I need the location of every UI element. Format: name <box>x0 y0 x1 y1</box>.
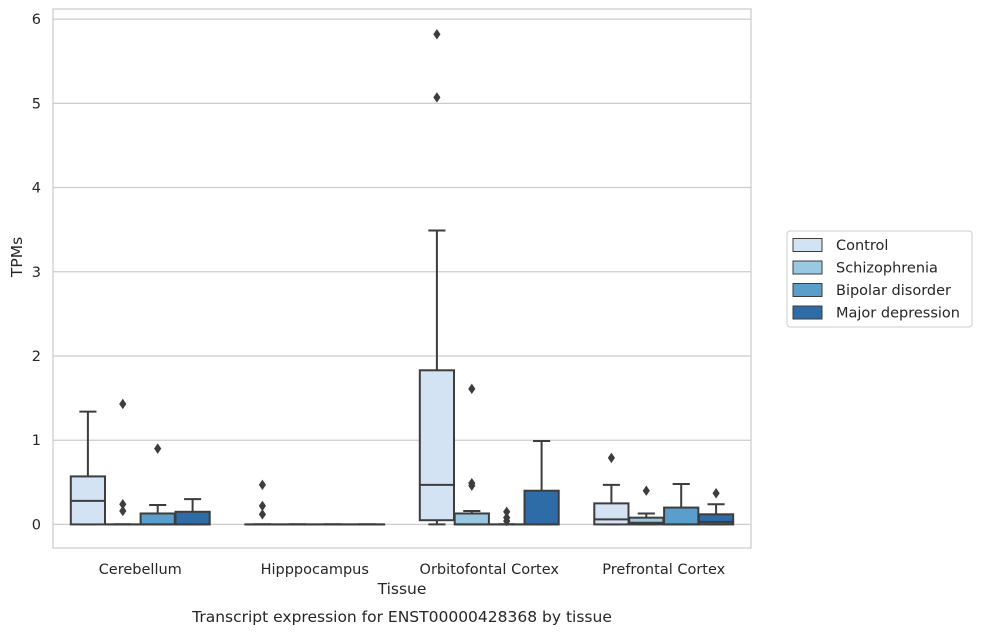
box-3-0 <box>174 498 211 526</box>
x-tick-label: Prefrontal Cortex <box>602 562 725 578</box>
legend-label: Control <box>836 238 888 254</box>
outlier-point <box>258 500 266 512</box>
y-tick-label: 1 <box>32 433 41 449</box>
box-0-0 <box>69 410 107 526</box>
box-body <box>174 510 211 526</box>
y-tick-label: 3 <box>32 265 41 281</box>
x-tick-labels: Cerebellum Hipppocampus Orbitofontal Corte… <box>99 562 726 578</box>
outlier-point <box>154 443 162 454</box>
box-body <box>697 513 735 526</box>
outlier-point <box>258 479 266 491</box>
y-tick-label: 0 <box>32 517 41 533</box>
outlier-point <box>607 452 615 464</box>
box-body <box>593 502 630 526</box>
y-tick-label: 6 <box>32 12 41 28</box>
legend-label: Major depression <box>836 306 960 322</box>
outlier-point <box>258 509 266 520</box>
legend-swatch <box>792 305 823 320</box>
box-body <box>139 512 176 526</box>
x-tick-label: Hipppocampus <box>261 562 369 578</box>
box-body <box>523 489 560 526</box>
outlier-point <box>468 477 476 489</box>
legend-label: Schizophrenia <box>836 261 938 277</box>
outlier-point <box>503 506 511 517</box>
grid-lines <box>53 18 751 526</box>
box-0-3 <box>593 452 630 526</box>
legend: Control Schizophrenia Bipolar disorder Majo… <box>786 230 973 328</box>
x-axis-label: Tissue <box>377 580 427 598</box>
box-1-3 <box>628 485 665 526</box>
box-0-2 <box>418 29 456 526</box>
box-0-1 <box>244 479 281 526</box>
chart-caption: Transcript expression for ENST0000042836… <box>191 608 612 626</box>
legend-swatch <box>792 260 823 275</box>
box-2-3 <box>663 482 700 526</box>
plot-frame <box>52 8 752 549</box>
box-body <box>663 506 700 526</box>
outlier-point <box>642 485 650 496</box>
box-plots <box>69 29 735 527</box>
box-body <box>418 369 456 522</box>
y-tick-label: 5 <box>32 96 41 112</box>
y-tick-labels: 0 1 2 3 4 5 6 <box>32 12 41 533</box>
x-tick-label: Orbitofontal Cortex <box>420 562 560 578</box>
x-tick-label: Cerebellum <box>99 562 182 578</box>
legend-swatch <box>792 238 823 252</box>
y-axis-label: TPMs <box>8 237 26 278</box>
outlier-point <box>712 488 720 499</box>
outlier-point <box>119 398 127 410</box>
box-body <box>453 512 490 526</box>
outlier-point <box>433 92 441 103</box>
box-2-0 <box>139 443 176 526</box>
legend-label: Bipolar disorder <box>836 283 951 299</box>
outlier-point <box>433 29 441 40</box>
legend-frame <box>786 230 973 328</box>
outlier-point <box>468 383 476 395</box>
outlier-point <box>119 505 127 517</box>
box-1-0 <box>104 398 141 526</box>
outlier-point <box>503 512 511 523</box>
box-2-2 <box>488 506 525 527</box>
y-tick-label: 4 <box>32 181 41 197</box>
outlier-point <box>119 499 127 510</box>
legend-swatch <box>792 283 823 297</box>
y-tick-label: 2 <box>32 349 41 365</box>
box-1-2 <box>453 383 490 526</box>
box-3-3 <box>697 488 735 526</box>
box-3-2 <box>523 440 560 526</box>
